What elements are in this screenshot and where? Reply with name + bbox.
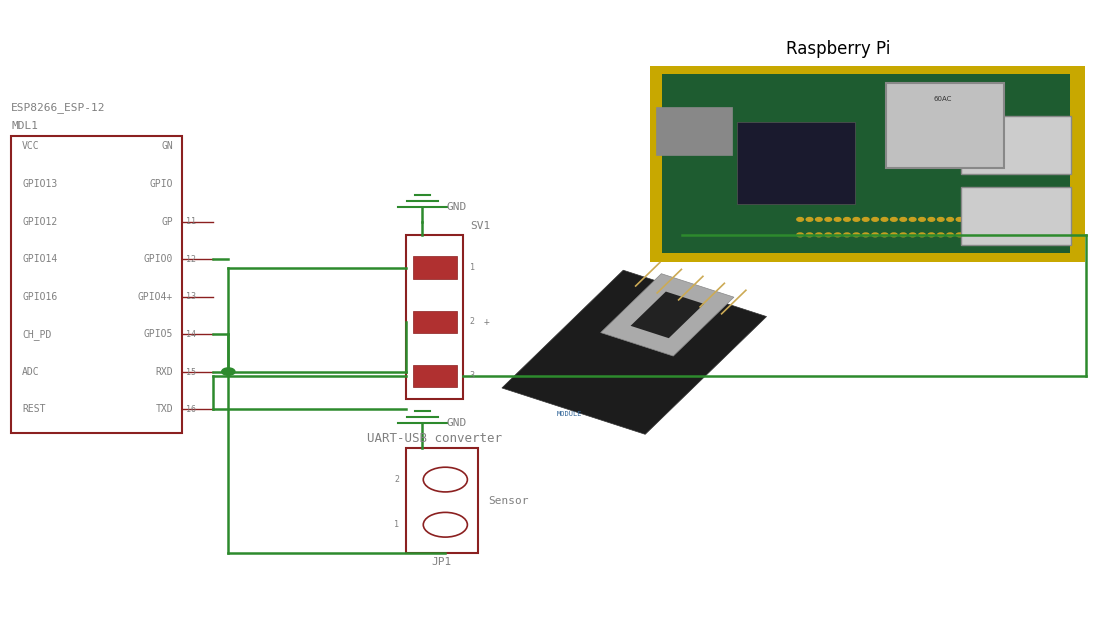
Text: 2: 2 bbox=[394, 475, 399, 484]
Text: GN: GN bbox=[161, 142, 173, 151]
Text: GPIO12: GPIO12 bbox=[22, 216, 57, 227]
Text: GP: GP bbox=[161, 216, 173, 227]
Text: ESP8266_ESP-12: ESP8266_ESP-12 bbox=[11, 102, 106, 113]
Text: 3: 3 bbox=[470, 371, 475, 380]
Circle shape bbox=[825, 233, 832, 237]
Circle shape bbox=[965, 218, 972, 221]
Text: SV1: SV1 bbox=[470, 221, 490, 231]
Text: GPIO14: GPIO14 bbox=[22, 254, 57, 264]
Circle shape bbox=[863, 218, 869, 221]
Text: 16: 16 bbox=[186, 405, 196, 414]
Circle shape bbox=[796, 233, 803, 237]
Circle shape bbox=[928, 218, 934, 221]
Text: MDL1: MDL1 bbox=[11, 121, 38, 130]
Text: 2: 2 bbox=[470, 317, 475, 326]
Circle shape bbox=[909, 233, 915, 237]
FancyBboxPatch shape bbox=[650, 66, 1085, 262]
Text: 1: 1 bbox=[394, 520, 399, 529]
Circle shape bbox=[806, 218, 813, 221]
FancyBboxPatch shape bbox=[413, 365, 457, 387]
Circle shape bbox=[965, 233, 972, 237]
Circle shape bbox=[881, 233, 888, 237]
FancyBboxPatch shape bbox=[413, 256, 457, 279]
FancyBboxPatch shape bbox=[413, 310, 457, 332]
Circle shape bbox=[844, 218, 850, 221]
Text: Raspberry Pi: Raspberry Pi bbox=[786, 40, 890, 58]
Circle shape bbox=[975, 233, 982, 237]
Text: 15: 15 bbox=[186, 368, 196, 376]
Circle shape bbox=[919, 233, 925, 237]
FancyBboxPatch shape bbox=[737, 122, 855, 204]
Circle shape bbox=[222, 368, 235, 375]
Circle shape bbox=[890, 218, 897, 221]
Circle shape bbox=[890, 233, 897, 237]
Circle shape bbox=[871, 233, 878, 237]
FancyBboxPatch shape bbox=[962, 116, 1071, 174]
Text: MODULE: MODULE bbox=[557, 411, 582, 417]
Text: GND: GND bbox=[447, 418, 467, 428]
Text: GND: GND bbox=[447, 202, 467, 212]
Text: VCC: VCC bbox=[22, 142, 40, 151]
Circle shape bbox=[975, 218, 982, 221]
Circle shape bbox=[919, 218, 925, 221]
Text: UART-USB converter: UART-USB converter bbox=[367, 432, 502, 446]
FancyBboxPatch shape bbox=[662, 74, 1070, 253]
Circle shape bbox=[825, 218, 832, 221]
Circle shape bbox=[956, 218, 963, 221]
Text: +: + bbox=[483, 316, 489, 327]
Polygon shape bbox=[502, 270, 767, 434]
Circle shape bbox=[815, 233, 822, 237]
Text: 1: 1 bbox=[470, 263, 475, 272]
Circle shape bbox=[796, 218, 803, 221]
Circle shape bbox=[938, 233, 944, 237]
Circle shape bbox=[946, 233, 953, 237]
Text: CH_PD: CH_PD bbox=[22, 329, 52, 339]
Text: 14: 14 bbox=[186, 330, 196, 339]
FancyBboxPatch shape bbox=[886, 83, 1004, 168]
Text: Sensor: Sensor bbox=[489, 496, 529, 506]
Circle shape bbox=[900, 233, 907, 237]
Text: GPIO5: GPIO5 bbox=[143, 329, 173, 339]
Circle shape bbox=[946, 218, 953, 221]
Text: GPIO0: GPIO0 bbox=[143, 254, 173, 264]
Circle shape bbox=[871, 218, 878, 221]
Circle shape bbox=[834, 218, 840, 221]
Circle shape bbox=[863, 233, 869, 237]
Circle shape bbox=[956, 233, 963, 237]
Text: JP1: JP1 bbox=[431, 557, 452, 567]
Text: GPIO13: GPIO13 bbox=[22, 179, 57, 189]
Circle shape bbox=[938, 218, 944, 221]
FancyBboxPatch shape bbox=[962, 187, 1071, 245]
Text: REST: REST bbox=[22, 404, 45, 414]
Text: ADC: ADC bbox=[22, 366, 40, 376]
Circle shape bbox=[815, 218, 822, 221]
Circle shape bbox=[900, 218, 907, 221]
Circle shape bbox=[853, 218, 859, 221]
Circle shape bbox=[853, 233, 859, 237]
Text: 12: 12 bbox=[186, 255, 196, 264]
Polygon shape bbox=[601, 274, 733, 356]
Circle shape bbox=[806, 233, 813, 237]
FancyBboxPatch shape bbox=[656, 107, 731, 154]
Circle shape bbox=[881, 218, 888, 221]
Text: 60AC: 60AC bbox=[933, 96, 952, 102]
Circle shape bbox=[928, 233, 934, 237]
Text: GPIO: GPIO bbox=[150, 179, 173, 189]
Circle shape bbox=[834, 233, 840, 237]
Text: 13: 13 bbox=[186, 292, 196, 302]
Circle shape bbox=[844, 233, 850, 237]
Text: TXD: TXD bbox=[156, 404, 173, 414]
Text: 11: 11 bbox=[186, 218, 196, 226]
Text: GPIO4+: GPIO4+ bbox=[138, 292, 173, 302]
Polygon shape bbox=[631, 292, 704, 338]
Text: RXD: RXD bbox=[156, 366, 173, 376]
Circle shape bbox=[909, 218, 915, 221]
Text: GPIO16: GPIO16 bbox=[22, 292, 57, 302]
